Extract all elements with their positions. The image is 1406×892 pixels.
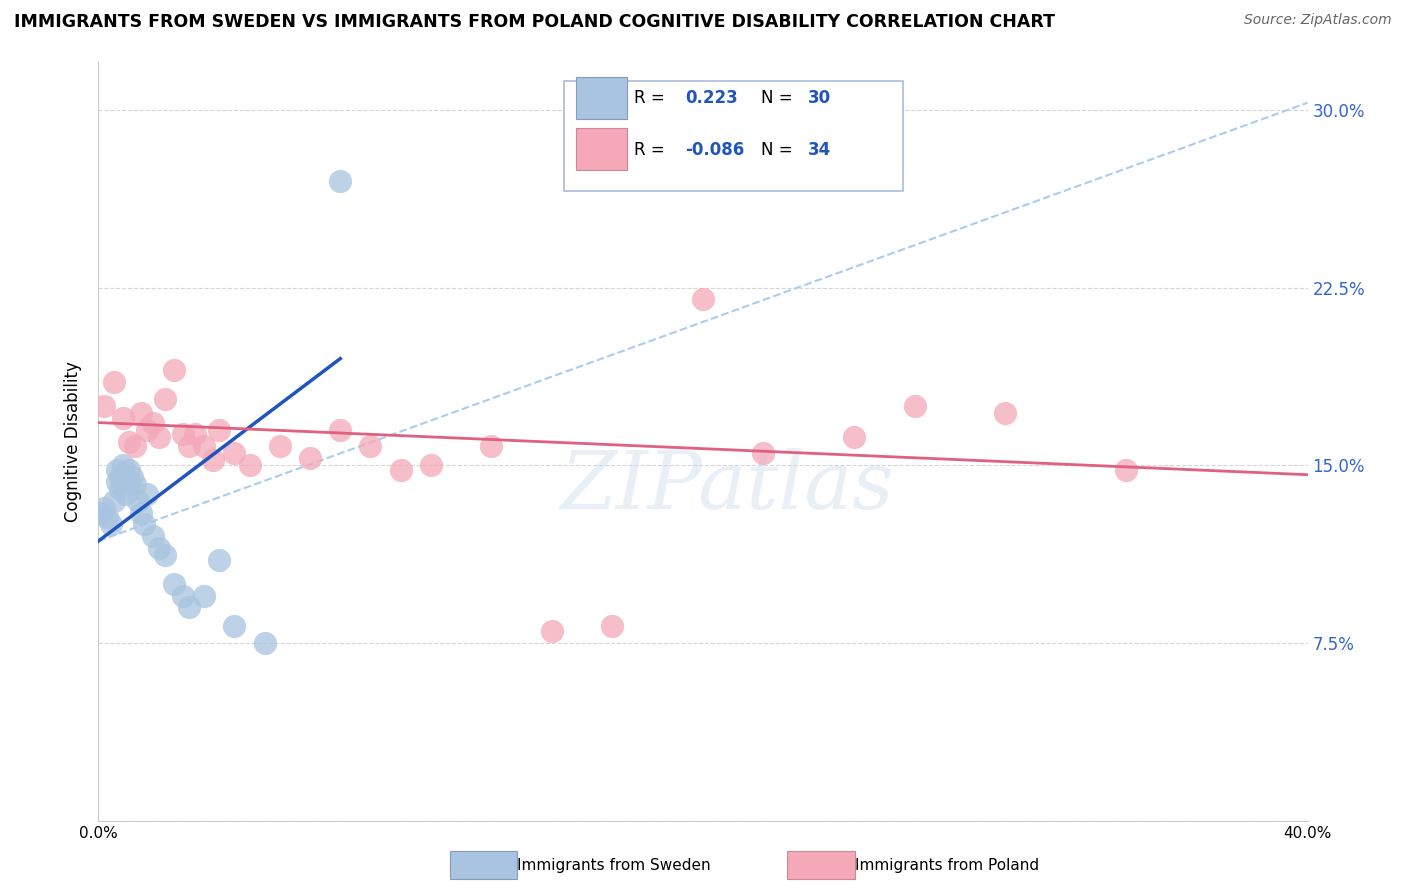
Point <box>111 410 134 425</box>
Point <box>129 506 152 520</box>
Point <box>193 439 215 453</box>
Point <box>124 439 146 453</box>
Point <box>148 541 170 556</box>
Text: 0.223: 0.223 <box>685 89 738 107</box>
Point <box>253 636 276 650</box>
Point <box>90 506 112 520</box>
Point <box>208 423 231 437</box>
Text: ZIPatlas: ZIPatlas <box>561 449 894 525</box>
Point <box>93 399 115 413</box>
Point <box>844 430 866 444</box>
Point <box>103 493 125 508</box>
FancyBboxPatch shape <box>787 851 855 880</box>
Point <box>148 430 170 444</box>
Point <box>103 376 125 390</box>
Point <box>142 416 165 430</box>
Point <box>163 363 186 377</box>
Point <box>111 458 134 473</box>
Point <box>239 458 262 473</box>
Point <box>105 475 128 489</box>
FancyBboxPatch shape <box>564 81 903 191</box>
Point <box>360 439 382 453</box>
Point <box>540 624 562 639</box>
Text: N =: N = <box>761 89 793 107</box>
Point <box>193 589 215 603</box>
Point <box>114 486 136 500</box>
Point <box>124 477 146 491</box>
Point <box>118 475 141 489</box>
Text: R =: R = <box>634 141 665 159</box>
Point <box>93 500 115 515</box>
Point <box>118 434 141 449</box>
Point <box>420 458 443 473</box>
Point <box>202 453 225 467</box>
Point <box>96 510 118 524</box>
Text: Immigrants from Poland: Immigrants from Poland <box>855 858 1039 872</box>
Point <box>135 423 157 437</box>
Point <box>299 451 322 466</box>
Text: Source: ZipAtlas.com: Source: ZipAtlas.com <box>1244 13 1392 28</box>
Point <box>329 423 352 437</box>
FancyBboxPatch shape <box>576 128 627 170</box>
Point <box>224 619 246 633</box>
Point <box>224 446 246 460</box>
FancyBboxPatch shape <box>450 851 517 880</box>
Point <box>172 427 194 442</box>
Point <box>179 439 201 453</box>
Text: R =: R = <box>634 89 665 107</box>
Point <box>269 439 291 453</box>
Point <box>481 439 503 453</box>
Point <box>179 600 201 615</box>
Text: 34: 34 <box>808 141 831 159</box>
Point <box>329 174 352 188</box>
Point <box>135 486 157 500</box>
Text: Immigrants from Sweden: Immigrants from Sweden <box>517 858 711 872</box>
Point <box>184 427 207 442</box>
Point <box>172 589 194 603</box>
Point <box>389 463 412 477</box>
Point <box>163 576 186 591</box>
Text: 30: 30 <box>808 89 831 107</box>
Point <box>752 446 775 460</box>
Point <box>129 406 152 420</box>
Point <box>121 470 143 484</box>
Text: N =: N = <box>761 141 793 159</box>
Point <box>208 553 231 567</box>
Point <box>602 619 624 633</box>
Point <box>153 548 176 563</box>
Point <box>142 529 165 543</box>
Point <box>692 293 714 307</box>
Point <box>153 392 176 406</box>
FancyBboxPatch shape <box>576 77 627 120</box>
Text: -0.086: -0.086 <box>685 141 744 159</box>
Point <box>108 470 131 484</box>
Point <box>105 463 128 477</box>
Point <box>118 463 141 477</box>
Point <box>108 482 131 496</box>
Point <box>1115 463 1137 477</box>
Point <box>100 517 122 532</box>
Point <box>132 517 155 532</box>
Point <box>127 493 149 508</box>
Y-axis label: Cognitive Disability: Cognitive Disability <box>65 361 83 522</box>
Point <box>994 406 1017 420</box>
Point <box>904 399 927 413</box>
Text: IMMIGRANTS FROM SWEDEN VS IMMIGRANTS FROM POLAND COGNITIVE DISABILITY CORRELATIO: IMMIGRANTS FROM SWEDEN VS IMMIGRANTS FRO… <box>14 13 1054 31</box>
